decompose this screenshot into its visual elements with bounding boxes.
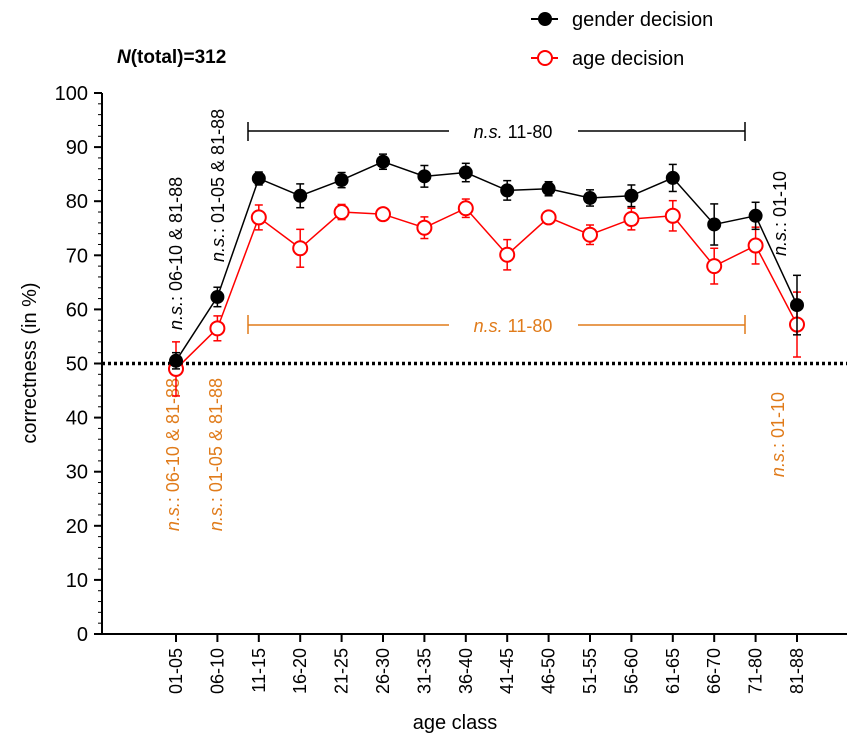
data-point	[251, 171, 266, 186]
legend-label-gender: gender decision	[572, 9, 713, 31]
data-point	[582, 226, 598, 243]
data-point	[292, 240, 309, 257]
legend-marker-age	[537, 50, 553, 66]
x-tick-label: 66-70	[704, 648, 724, 694]
chart-subtitle: N(total)=312	[117, 47, 226, 68]
series-age	[168, 198, 805, 397]
data-point	[499, 246, 516, 263]
data-point	[664, 207, 681, 224]
y-tick-label: 70	[66, 245, 88, 267]
y-axis-label: correctness (in %)	[19, 282, 41, 443]
x-tick-label: 21-25	[332, 648, 352, 694]
x-tick-label: 01-05	[166, 648, 186, 694]
x-tick-label: 46-50	[539, 648, 559, 694]
x-tick-label: 31-35	[414, 648, 434, 694]
gender-ns-annotation-0610: n.s.: 01-05 & 81-88	[208, 109, 228, 262]
y-tick-label: 80	[66, 191, 88, 213]
y-tick-label: 30	[66, 462, 88, 484]
data-point	[747, 237, 764, 254]
data-point	[375, 206, 391, 223]
legend-item-age: age decision	[531, 48, 684, 70]
age-ns-annotation-8188: n.s.: 01-10	[768, 392, 788, 477]
data-point	[790, 298, 804, 313]
x-tick-label: 06-10	[207, 648, 227, 694]
data-point	[707, 217, 722, 232]
x-tick-label: 11-15	[249, 648, 269, 693]
y-ticks: 0 10 20 30 40 50 60 70 80 90 100	[55, 83, 102, 646]
y-tick-label: 40	[66, 408, 88, 430]
legend: gender decision age decision	[531, 9, 713, 70]
y-tick-label: 10	[66, 570, 88, 592]
data-point	[624, 188, 639, 203]
data-point	[334, 173, 349, 188]
y-tick-label: 0	[77, 624, 88, 646]
x-tick-label: 41-45	[497, 648, 517, 694]
x-axis-label: age class	[413, 712, 498, 734]
x-tick-label: 26-30	[373, 648, 393, 694]
x-tick-label: 51-55	[580, 648, 600, 694]
data-point	[665, 170, 680, 185]
data-point	[209, 320, 226, 337]
age-ns-annotation-0105: n.s.: 06-10 & 81-88	[163, 378, 183, 531]
y-tick-label: 50	[66, 354, 88, 376]
gender-ns-bracket: n.s. 11-80	[247, 122, 746, 142]
x-tick-label: 16-20	[290, 648, 310, 694]
data-point	[293, 188, 308, 203]
data-point	[416, 219, 433, 236]
series-line	[175, 160, 798, 362]
gender-ns-bracket-label: n.s. 11-80	[474, 122, 553, 142]
data-point	[540, 209, 557, 226]
y-tick-label: 90	[66, 137, 88, 159]
data-point	[417, 169, 432, 184]
x-tick-label: 81-88	[787, 648, 807, 694]
legend-label-age: age decision	[572, 48, 684, 70]
data-point	[376, 154, 390, 169]
x-tick-label: 71-80	[746, 648, 766, 694]
x-tick-label: 36-40	[456, 648, 476, 694]
data-point	[169, 353, 183, 368]
age-ns-bracket-label: n.s. 11-80	[474, 316, 553, 336]
data-point	[541, 181, 556, 196]
data-point	[210, 289, 225, 304]
data-point	[458, 165, 473, 180]
series-group	[168, 153, 805, 397]
series-gender	[169, 153, 804, 370]
series-line	[175, 207, 798, 370]
legend-marker-gender	[538, 12, 552, 26]
data-point	[333, 204, 350, 221]
x-tick-label: 56-60	[621, 648, 641, 694]
data-point	[500, 183, 515, 198]
x-ticks: 01-05 06-10 11-15 16-20 21-25 26-30 31-35 36-40…	[166, 634, 807, 694]
age-ns-bracket: n.s. 11-80	[247, 315, 746, 336]
y-tick-label: 60	[66, 299, 88, 321]
y-tick-label: 100	[55, 83, 88, 105]
data-point	[583, 190, 597, 205]
y-tick-label: 20	[66, 516, 88, 538]
data-point	[706, 258, 723, 275]
legend-item-gender: gender decision	[531, 9, 713, 31]
data-point	[623, 211, 640, 228]
data-point	[748, 208, 763, 223]
data-point	[457, 200, 474, 217]
x-tick-label: 61-65	[663, 648, 683, 694]
gender-ns-annotation-0105: n.s.: 06-10 & 81-88	[166, 177, 186, 330]
age-ns-annotation-0610: n.s.: 01-05 & 81-88	[206, 378, 226, 531]
gender-ns-annotation-8188: n.s.: 01-10	[770, 171, 790, 256]
data-point	[250, 209, 267, 226]
